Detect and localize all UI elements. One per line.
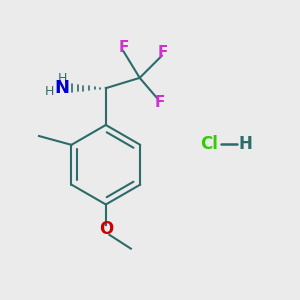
Text: H: H [239, 135, 253, 153]
Text: F: F [155, 94, 166, 110]
Text: H: H [45, 85, 54, 98]
Text: N: N [55, 79, 70, 97]
Text: F: F [118, 40, 129, 55]
Text: F: F [158, 45, 168, 60]
Text: Cl: Cl [200, 135, 218, 153]
Text: O: O [99, 220, 113, 238]
Text: H: H [58, 72, 67, 85]
